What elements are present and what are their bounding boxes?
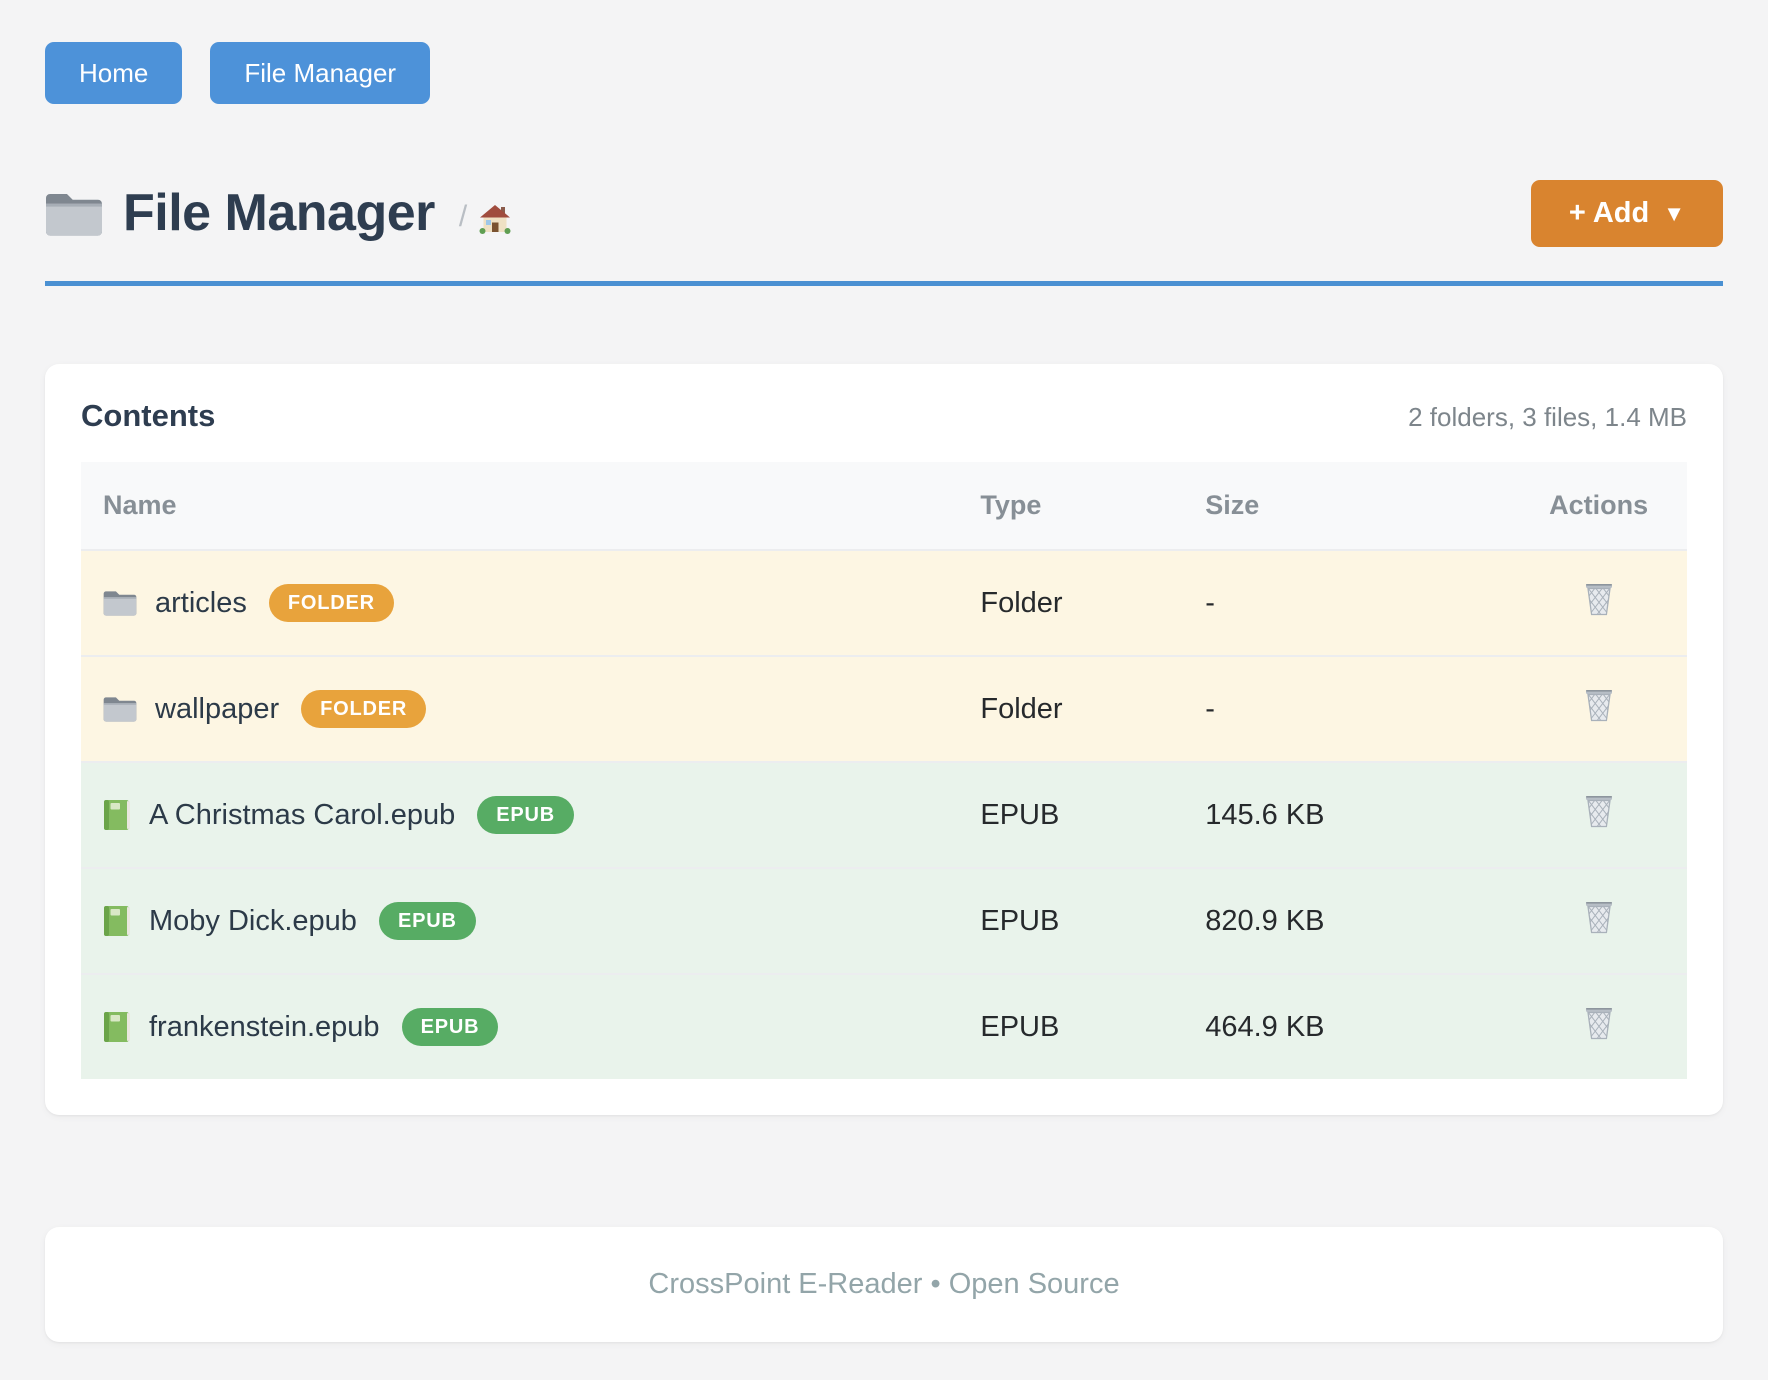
actions-cell: [1510, 868, 1687, 974]
table-row: frankenstein.epub EPUB EPUB 464.9 KB: [81, 974, 1687, 1079]
name-cell: Moby Dick.epub EPUB: [81, 868, 980, 974]
file-table-body: articles FOLDER Folder -: [81, 550, 1687, 1079]
actions-cell: [1510, 762, 1687, 868]
book-icon: [103, 905, 131, 937]
name-cell: wallpaper FOLDER: [81, 656, 980, 762]
column-header-size: Size: [1205, 462, 1511, 550]
file-name[interactable]: wallpaper: [155, 692, 280, 725]
file-name[interactable]: frankenstein.epub: [149, 1010, 380, 1043]
file-name[interactable]: Moby Dick.epub: [149, 904, 357, 937]
add-button-label: + Add: [1568, 197, 1650, 229]
nav-home-button[interactable]: Home: [45, 42, 183, 104]
contents-heading: Contents: [81, 398, 216, 433]
folder-icon: [45, 190, 103, 238]
file-table-header: Name Type Size Actions: [81, 462, 1687, 550]
size-cell: -: [1205, 692, 1215, 725]
book-icon: [103, 799, 131, 831]
table-row: A Christmas Carol.epub EPUB EPUB 145.6 K…: [81, 762, 1687, 868]
type-cell: Folder: [980, 586, 1063, 619]
type-cell: EPUB: [980, 1010, 1060, 1043]
trash-icon: [1584, 1006, 1614, 1043]
contents-card-head: Contents 2 folders, 3 files, 1.4 MB: [81, 398, 1687, 434]
table-row: articles FOLDER Folder -: [81, 550, 1687, 656]
file-table: Name Type Size Actions articles: [81, 462, 1687, 1079]
name-cell: A Christmas Carol.epub EPUB: [81, 762, 980, 868]
actions-cell: [1510, 550, 1687, 656]
header-divider: [45, 281, 1723, 286]
trash-icon: [1584, 900, 1614, 937]
contents-summary: 2 folders, 3 files, 1.4 MB: [1408, 402, 1687, 432]
delete-button[interactable]: [1584, 582, 1614, 619]
nav-file-manager-button[interactable]: File Manager: [210, 42, 431, 104]
type-badge: FOLDER: [301, 690, 427, 728]
type-cell: EPUB: [980, 798, 1060, 831]
home-icon[interactable]: [479, 204, 511, 234]
add-button[interactable]: + Add ▼: [1530, 180, 1723, 247]
footer-text: CrossPoint E-Reader • Open Source: [648, 1268, 1120, 1300]
file-name[interactable]: articles: [155, 586, 247, 619]
actions-cell: [1510, 974, 1687, 1079]
table-row: Moby Dick.epub EPUB EPUB 820.9 KB: [81, 868, 1687, 974]
size-cell: 464.9 KB: [1205, 1010, 1325, 1043]
type-badge: EPUB: [401, 1008, 499, 1046]
delete-button[interactable]: [1584, 688, 1614, 725]
contents-card: Contents 2 folders, 3 files, 1.4 MB Name…: [45, 364, 1723, 1115]
column-header-actions: Actions: [1510, 462, 1687, 550]
delete-button[interactable]: [1584, 1006, 1614, 1043]
type-cell: Folder: [980, 692, 1063, 725]
type-badge: FOLDER: [268, 584, 394, 622]
top-nav: Home File Manager: [45, 42, 1723, 104]
page-header: File Manager / + Add ▼: [45, 180, 1723, 247]
size-cell: 145.6 KB: [1205, 798, 1325, 831]
breadcrumb-separator: /: [458, 199, 468, 233]
delete-button[interactable]: [1584, 794, 1614, 831]
name-cell: articles FOLDER: [81, 550, 980, 656]
footer-card: CrossPoint E-Reader • Open Source: [45, 1227, 1723, 1342]
file-name[interactable]: A Christmas Carol.epub: [149, 798, 456, 831]
column-header-name: Name: [81, 462, 981, 550]
name-cell: frankenstein.epub EPUB: [81, 974, 980, 1079]
size-cell: -: [1205, 586, 1215, 619]
page-title: File Manager: [123, 183, 435, 242]
trash-icon: [1584, 688, 1614, 725]
folder-icon: [103, 695, 137, 723]
type-badge: EPUB: [378, 902, 476, 940]
file-manager-page: Home File Manager File Manager /: [45, 42, 1723, 1342]
book-icon: [103, 1011, 131, 1043]
type-badge: EPUB: [477, 796, 575, 834]
folder-icon: [103, 589, 137, 617]
column-header-type: Type: [980, 462, 1206, 550]
type-cell: EPUB: [980, 904, 1060, 937]
table-row: wallpaper FOLDER Folder -: [81, 656, 1687, 762]
delete-button[interactable]: [1584, 900, 1614, 937]
caret-down-icon: ▼: [1663, 200, 1685, 226]
trash-icon: [1584, 582, 1614, 619]
trash-icon: [1584, 794, 1614, 831]
size-cell: 820.9 KB: [1205, 904, 1325, 937]
title-wrap: File Manager /: [45, 183, 511, 242]
actions-cell: [1510, 656, 1687, 762]
